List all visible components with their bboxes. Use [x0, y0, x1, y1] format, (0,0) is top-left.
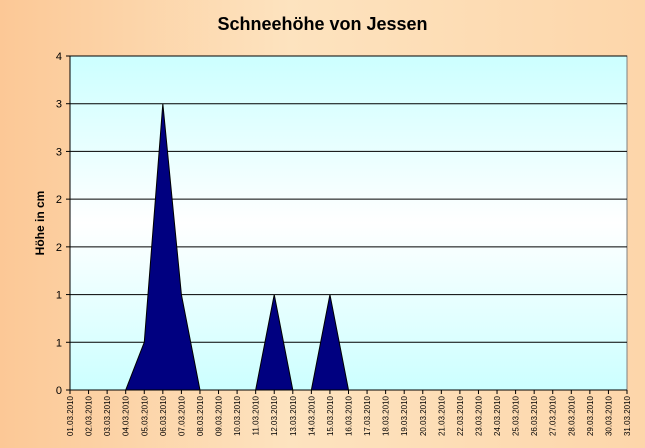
y-tick-label-7: 4 [56, 51, 62, 63]
x-tick-label-28: 29.03.2010 [586, 395, 595, 436]
x-tick-label-13: 14.03.2010 [307, 395, 316, 436]
y-axis-label: Höhe in cm [33, 191, 47, 256]
x-tick-label-27: 28.03.2010 [567, 395, 576, 436]
x-tick-label-11: 12.03.2010 [270, 395, 279, 436]
y-tick-label-1: 1 [56, 337, 62, 349]
chart-title: Schneehöhe von Jessen [217, 14, 428, 34]
x-tick-label-0: 01.03.2010 [66, 395, 75, 436]
x-tick-label-16: 17.03.2010 [363, 395, 372, 436]
x-tick-label-20: 21.03.2010 [437, 395, 446, 436]
y-tick-label-4: 2 [56, 194, 62, 206]
x-tick-label-19: 20.03.2010 [419, 395, 428, 436]
y-tick-label-2: 1 [56, 290, 62, 302]
x-tick-label-17: 18.03.2010 [382, 395, 391, 436]
x-tick-label-9: 10.03.2010 [233, 395, 242, 436]
y-tick-label-0: 0 [56, 385, 62, 397]
y-tick-label-6: 3 [56, 99, 62, 111]
x-tick-label-23: 24.03.2010 [493, 395, 502, 436]
x-tick-label-8: 09.03.2010 [215, 395, 224, 436]
y-tick-label-3: 2 [56, 242, 62, 254]
y-tick-label-5: 3 [56, 146, 62, 158]
x-tick-label-30: 31.03.2010 [623, 395, 632, 436]
x-tick-label-7: 08.03.2010 [196, 395, 205, 436]
x-tick-label-1: 02.03.2010 [85, 395, 94, 436]
x-tick-label-29: 30.03.2010 [604, 395, 613, 436]
x-tick-label-2: 03.03.2010 [103, 395, 112, 436]
x-tick-label-12: 13.03.2010 [289, 395, 298, 436]
x-tick-label-22: 23.03.2010 [474, 395, 483, 436]
x-tick-label-24: 25.03.2010 [512, 395, 521, 436]
x-tick-label-21: 22.03.2010 [456, 395, 465, 436]
x-tick-label-26: 27.03.2010 [549, 395, 558, 436]
x-tick-label-10: 11.03.2010 [252, 395, 261, 435]
x-tick-label-4: 05.03.2010 [140, 395, 149, 436]
x-tick-label-3: 04.03.2010 [122, 395, 131, 436]
x-tick-label-6: 07.03.2010 [177, 395, 186, 436]
x-tick-label-5: 06.03.2010 [159, 395, 168, 436]
x-tick-label-18: 19.03.2010 [400, 395, 409, 436]
x-tick-label-15: 16.03.2010 [345, 395, 354, 436]
x-tick-label-14: 15.03.2010 [326, 395, 335, 436]
x-tick-label-25: 26.03.2010 [530, 395, 539, 436]
